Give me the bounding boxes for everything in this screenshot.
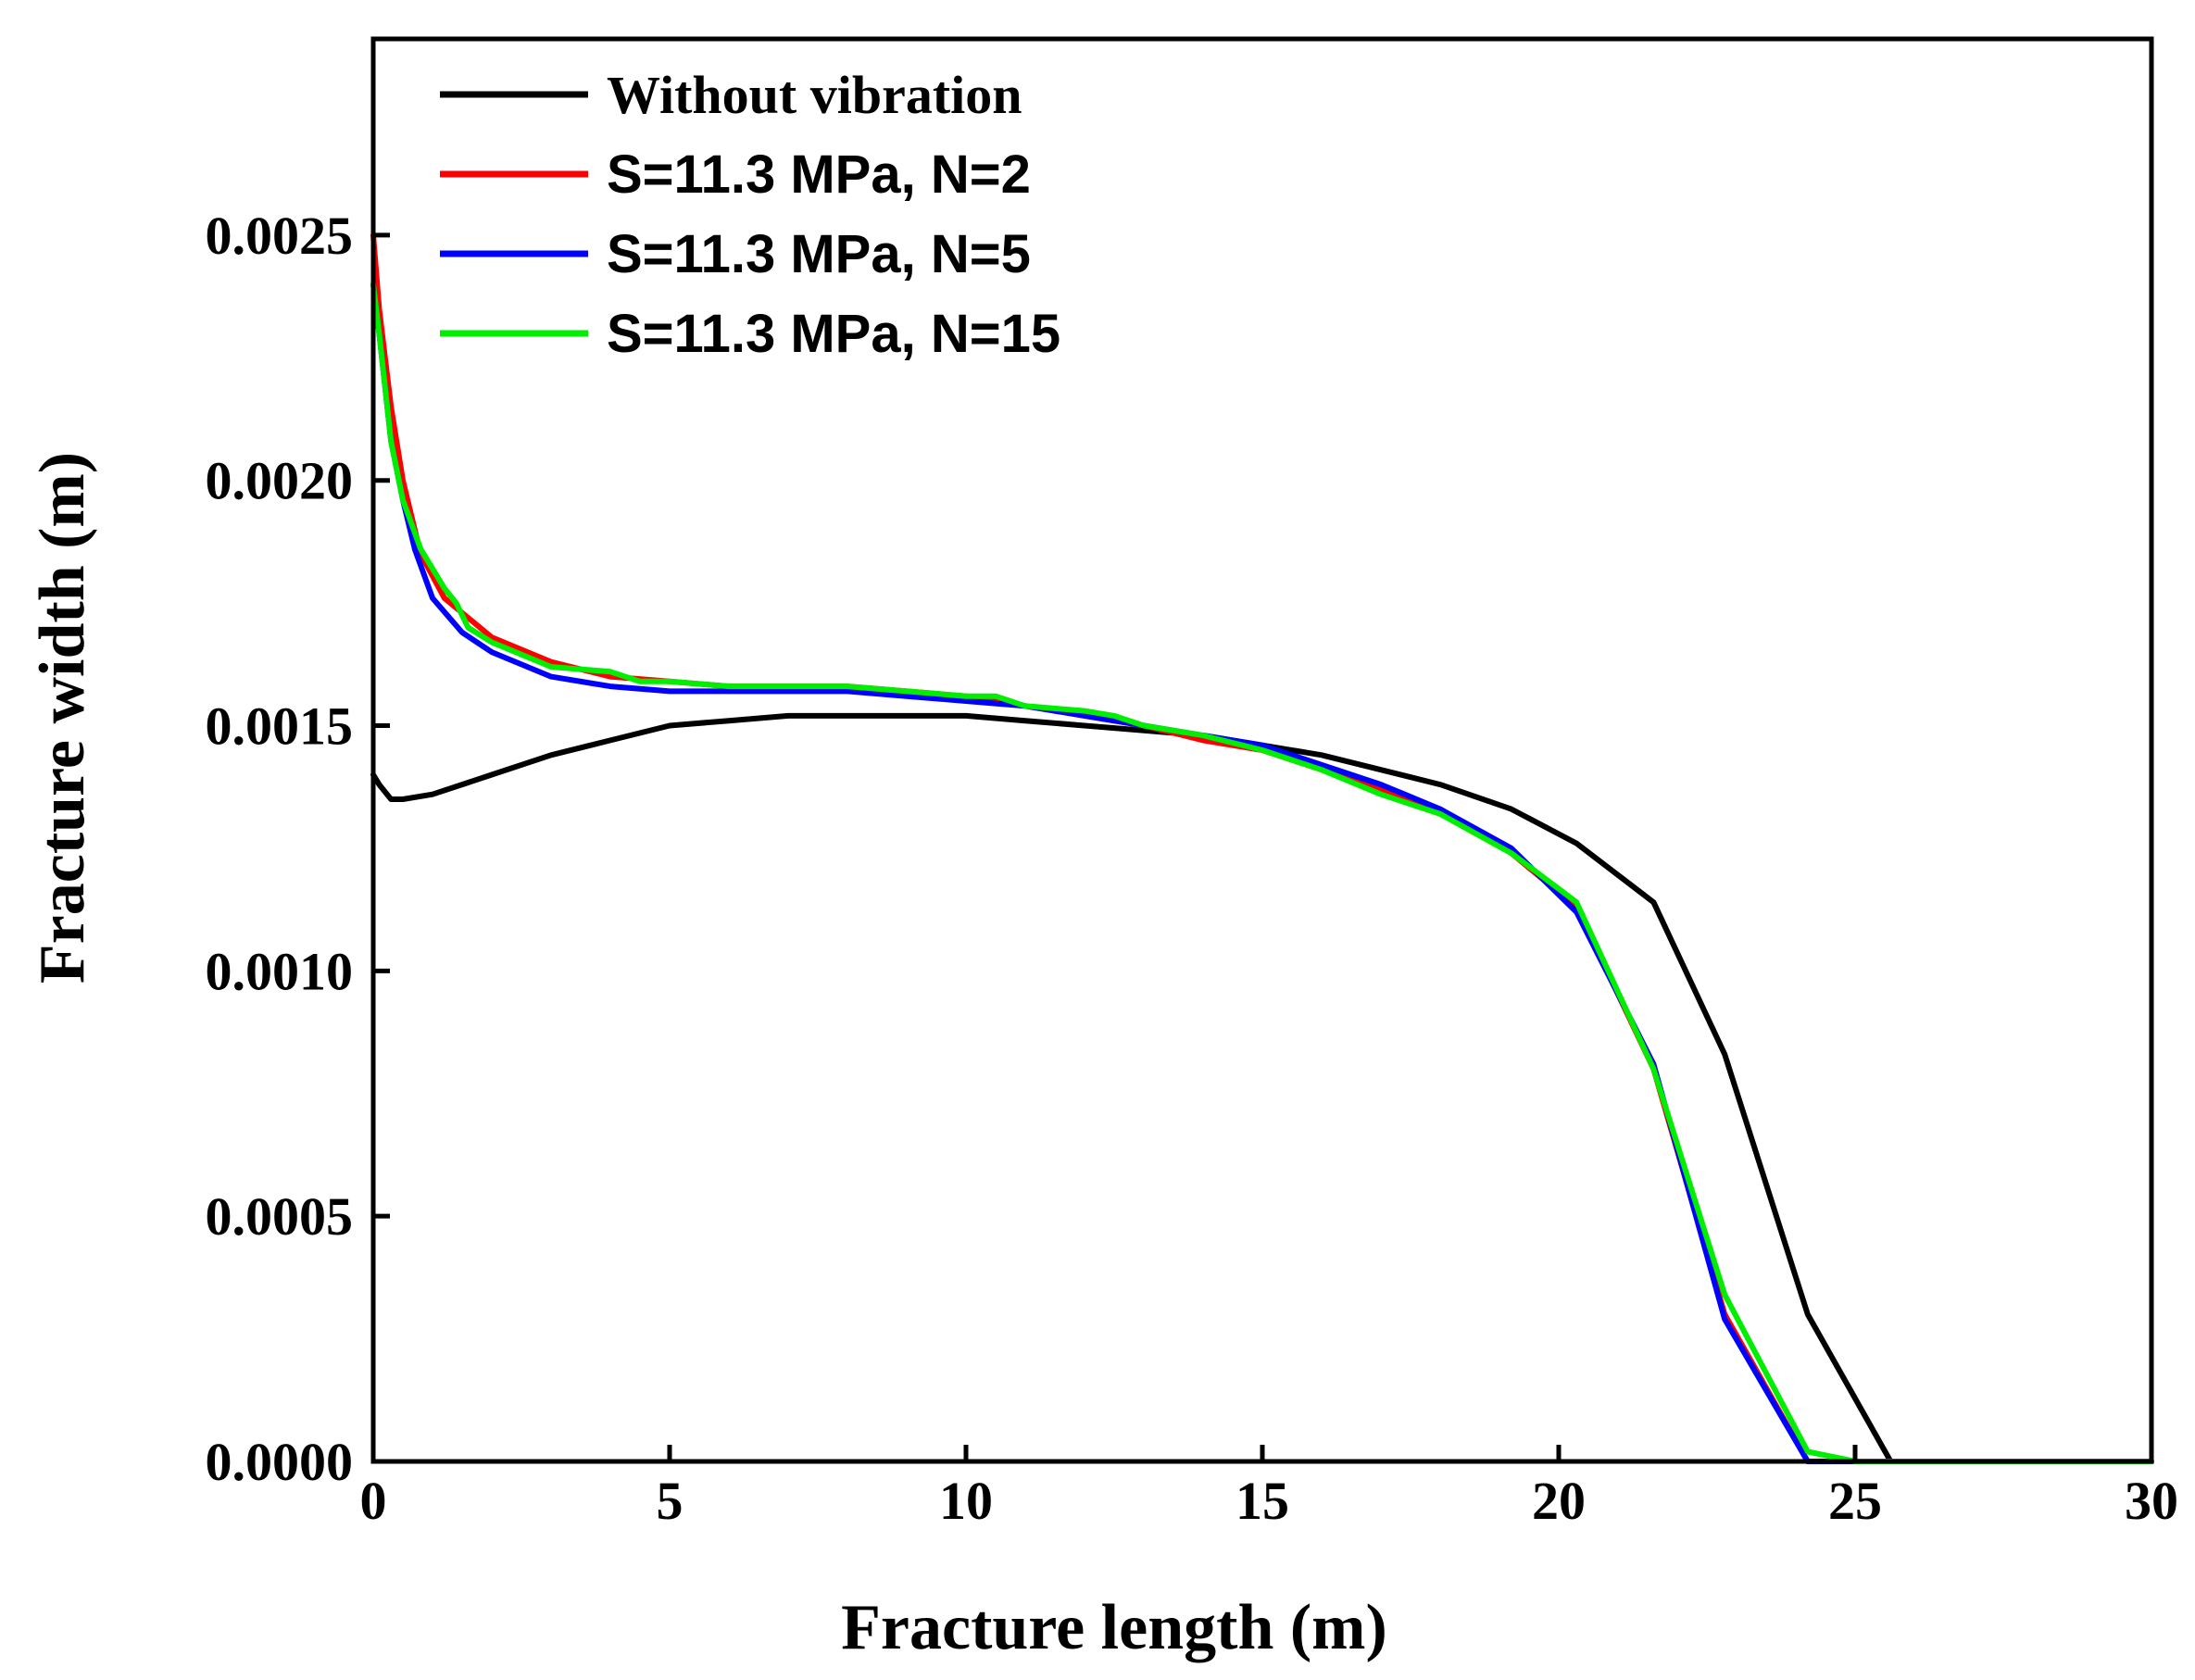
x-tick-label: 20: [1532, 1471, 1586, 1531]
y-tick-label: 0.0005: [206, 1186, 354, 1247]
legend-label-4: S=11.3 MPa, N=15: [607, 304, 1060, 364]
y-tick-label: 0.0015: [206, 696, 354, 757]
x-tick-label: 10: [939, 1471, 993, 1531]
series-layer: [370, 232, 2154, 1464]
x-tick-label: 15: [1235, 1471, 1289, 1531]
legend-label-3: S=11.3 MPa, N=5: [607, 224, 1031, 284]
y-tick-label: 0.0020: [206, 451, 354, 511]
x-axis-title: Fracture length (m): [841, 1592, 1387, 1663]
y-tick-label: 0.0010: [206, 941, 354, 1001]
series-line-1: [370, 712, 2154, 1464]
legend: Without vibration S=11.3 MPa, N=2 S=11.3 M…: [440, 65, 1060, 364]
x-tick-label: 25: [1828, 1471, 1882, 1531]
x-tick-label: 0: [360, 1471, 387, 1531]
series-line-2: [370, 232, 2154, 1464]
legend-label-2: S=11.3 MPa, N=2: [607, 144, 1031, 205]
y-tick-label: 0.0000: [206, 1432, 354, 1492]
y-axis-title: Fracture width (m): [27, 452, 98, 984]
legend-label-1: Without vibration: [607, 65, 1022, 125]
series-line-4: [370, 281, 2154, 1464]
x-tick-label: 5: [657, 1471, 684, 1531]
x-tick-label: 30: [2125, 1471, 2178, 1531]
y-tick-label: 0.0025: [206, 206, 354, 266]
series-line-3: [370, 281, 2154, 1464]
ticks-layer: 0 5 10 15 20 25 30 0.0000 0.0005 0.0010 0.0015 0.00…: [206, 206, 2179, 1531]
